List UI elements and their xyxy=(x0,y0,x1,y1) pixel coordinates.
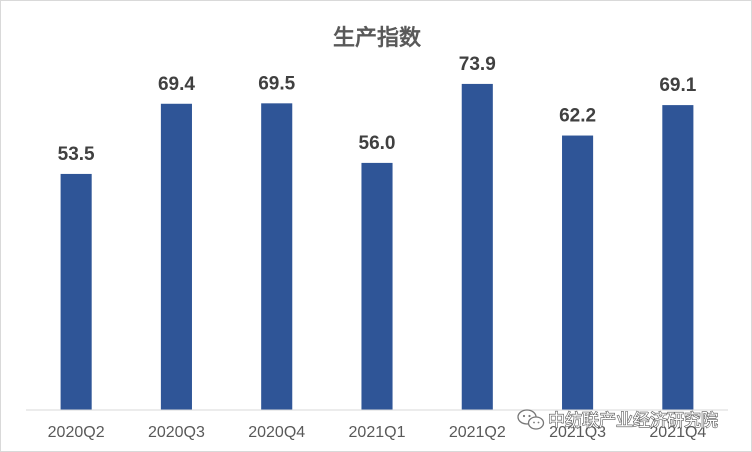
data-label-2021Q4: 69.1 xyxy=(659,75,696,96)
data-label-2021Q2: 73.9 xyxy=(459,54,496,75)
wechat-icon xyxy=(517,409,545,430)
x-tick-label-2020Q2: 2020Q2 xyxy=(48,424,105,441)
data-label-2021Q3: 62.2 xyxy=(559,106,596,127)
data-label-2020Q4: 69.5 xyxy=(258,73,295,94)
x-tick-labels-group: 2020Q2 2020Q3 2020Q4 2021Q1 2021Q2 2021Q3 2021… xyxy=(48,424,707,441)
bar-2021Q4 xyxy=(662,105,694,410)
bar-2021Q2 xyxy=(461,83,493,411)
bar-2020Q4 xyxy=(261,103,293,410)
watermark: 中纺联产业经济研究院 xyxy=(517,409,719,432)
bar-2021Q1 xyxy=(361,162,393,410)
x-tick-label-2021Q3: 2021Q3 xyxy=(549,424,606,441)
bar-2020Q3 xyxy=(160,103,192,411)
x-tick-label-2020Q4: 2020Q4 xyxy=(248,424,305,441)
watermark-text: 中纺联产业经济研究院 xyxy=(548,411,718,431)
x-tick-label-2021Q1: 2021Q1 xyxy=(349,424,406,441)
data-label-2020Q3: 69.4 xyxy=(158,74,195,95)
chart-title: 生产指数 xyxy=(333,25,422,51)
bar-2021Q3 xyxy=(562,135,594,411)
bar-2020Q2 xyxy=(60,173,92,410)
x-tick-label-2021Q4: 2021Q4 xyxy=(649,424,706,441)
data-labels-group: 53.5 69.4 69.5 56.0 73.9 62.2 69.1 xyxy=(58,54,697,165)
x-tick-label-2020Q3: 2020Q3 xyxy=(148,424,205,441)
x-tick-label-2021Q2: 2021Q2 xyxy=(449,424,506,441)
data-label-2020Q2: 53.5 xyxy=(58,144,95,165)
bars-group xyxy=(60,83,694,411)
data-label-2021Q1: 56.0 xyxy=(359,133,396,154)
